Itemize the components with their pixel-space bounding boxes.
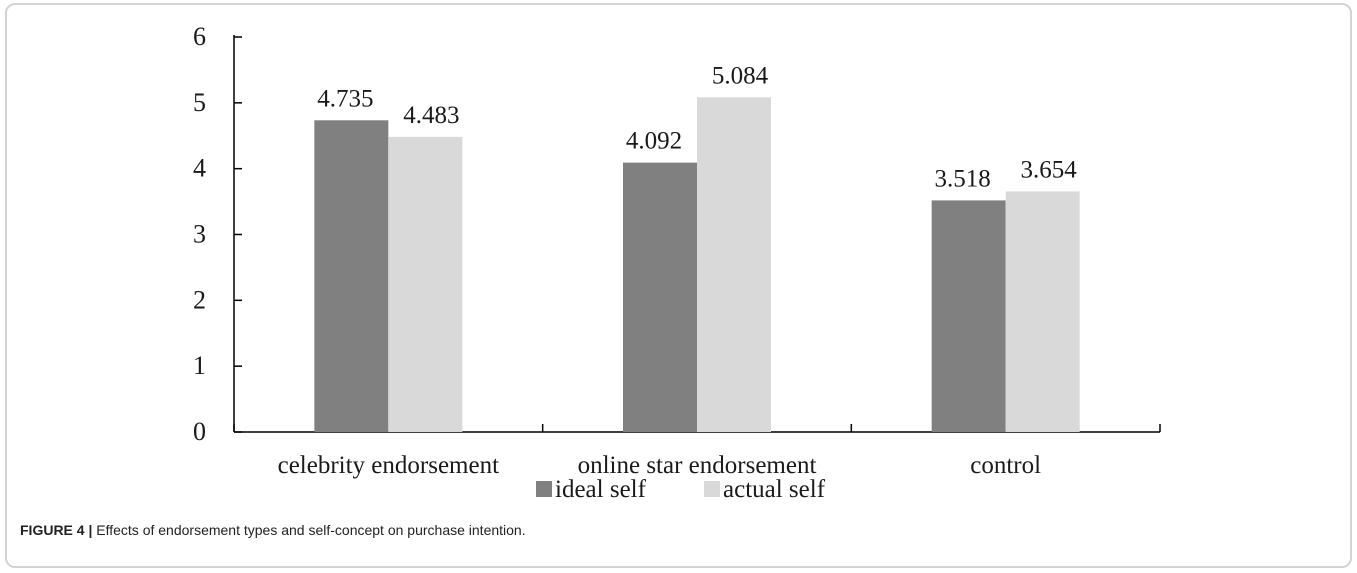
bar-ideal-self <box>931 200 1006 432</box>
data-label: 4.735 <box>317 85 373 112</box>
data-label: 4.483 <box>403 102 459 129</box>
x-category-label: control <box>970 452 1041 479</box>
data-label: 3.518 <box>935 165 991 192</box>
legend-swatch-ideal-self <box>536 481 552 497</box>
figure-caption-text: Effects of endorsement types and self-co… <box>92 522 526 538</box>
bar-ideal-self <box>623 162 697 433</box>
y-tick-label: 3 <box>193 220 206 249</box>
bar-actual-self <box>1005 191 1080 432</box>
figure-caption: FIGURE 4 | Effects of endorsement types … <box>20 522 526 538</box>
x-category-label: celebrity endorsement <box>278 452 499 479</box>
data-label: 5.084 <box>712 62 769 89</box>
y-tick-label: 0 <box>193 417 206 446</box>
data-label: 4.092 <box>626 128 682 155</box>
bar-actual-self <box>388 136 463 432</box>
y-tick-label: 2 <box>193 285 206 314</box>
figure-caption-label: FIGURE 4 | <box>20 522 93 538</box>
bar-actual-self <box>697 97 771 432</box>
x-category-label: online star endorsement <box>578 452 817 479</box>
y-tick-label: 4 <box>193 154 206 183</box>
bar-ideal-self <box>314 120 389 432</box>
data-label: 3.654 <box>1021 156 1078 183</box>
legend-swatch-actual-self <box>704 481 720 497</box>
legend-label-ideal-self: ideal self <box>555 476 647 503</box>
legend-label-actual-self: actual self <box>723 476 826 503</box>
y-tick-label: 1 <box>193 351 206 380</box>
figure-frame <box>5 3 1352 568</box>
bar-chart: 0 1 2 3 4 5 6 4.735 4.483 celebrity endorsement 4.… <box>193 22 1161 503</box>
y-tick-label: 5 <box>193 88 206 117</box>
y-tick-label: 6 <box>193 22 206 51</box>
